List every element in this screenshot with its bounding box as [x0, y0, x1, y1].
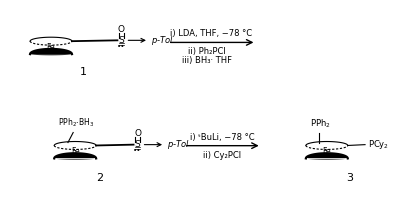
Text: Fe: Fe — [47, 43, 55, 52]
Text: ••: •• — [133, 148, 142, 154]
Text: PCy$_2$: PCy$_2$ — [368, 138, 389, 151]
Text: O: O — [134, 129, 141, 138]
Text: PPh$_2$$\cdot$BH$_3$: PPh$_2$$\cdot$BH$_3$ — [58, 117, 95, 129]
Polygon shape — [30, 49, 72, 55]
Text: 2: 2 — [96, 173, 103, 183]
Text: Fe: Fe — [322, 147, 331, 156]
Text: S: S — [119, 36, 124, 45]
Text: $p$-Tol: $p$-Tol — [167, 138, 190, 151]
Text: $p$-Tol: $p$-Tol — [151, 34, 174, 47]
Text: 1: 1 — [80, 67, 87, 77]
Text: S: S — [135, 140, 141, 149]
Text: O: O — [118, 25, 125, 34]
Polygon shape — [306, 153, 348, 160]
Text: i) LDA, THF, −78 °C: i) LDA, THF, −78 °C — [170, 29, 252, 38]
Polygon shape — [54, 153, 96, 160]
Text: PPh$_2$: PPh$_2$ — [310, 118, 331, 130]
Text: Fe: Fe — [71, 147, 80, 156]
Text: iii) BH₃· THF: iii) BH₃· THF — [182, 56, 232, 65]
Text: ii) Cy₂PCl: ii) Cy₂PCl — [203, 151, 241, 160]
Text: 3: 3 — [347, 173, 354, 183]
Text: ii) Ph₂PCl: ii) Ph₂PCl — [188, 47, 226, 56]
Text: i) ᵗBuLi, −78 °C: i) ᵗBuLi, −78 °C — [190, 133, 255, 142]
Text: ••: •• — [117, 44, 126, 50]
